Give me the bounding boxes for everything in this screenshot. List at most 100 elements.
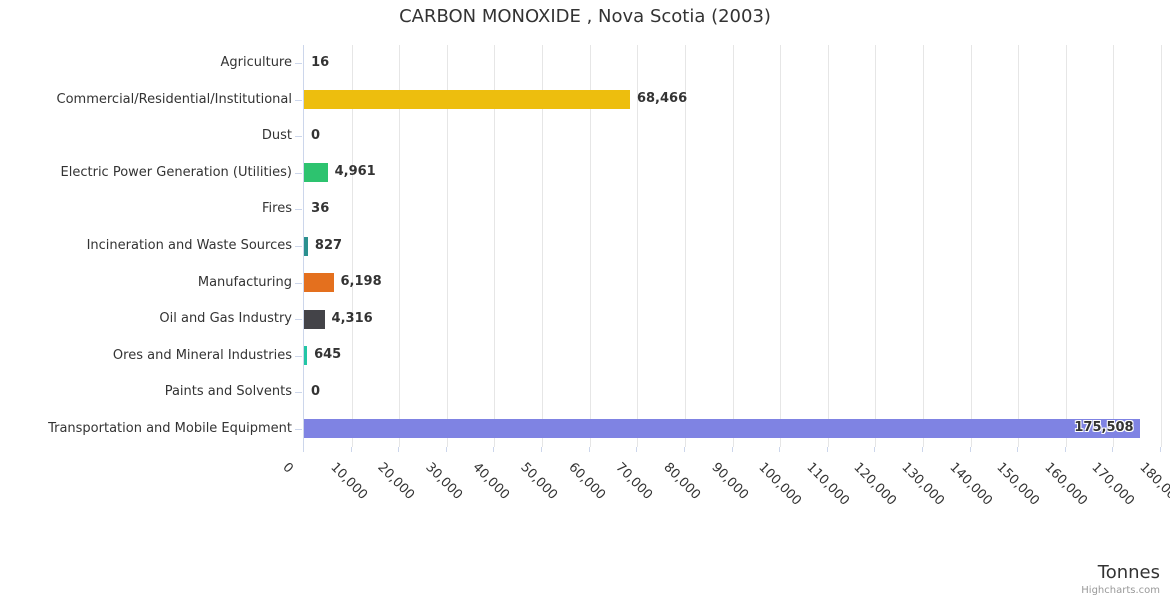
bar-value-label: 4,961 xyxy=(334,164,376,180)
category-label: Electric Power Generation (Utilities) xyxy=(60,164,292,180)
grid-line xyxy=(637,45,639,447)
bar-value-label: 0 xyxy=(311,383,321,399)
category-tick-mark xyxy=(295,209,302,210)
bar-value-label: 16 xyxy=(311,54,330,70)
bar[interactable] xyxy=(304,163,328,183)
x-axis-tick-mark xyxy=(303,447,304,452)
x-axis-tick-label: 130,000 xyxy=(898,460,947,509)
x-axis-tick-label: 70,000 xyxy=(612,460,656,503)
grid-line xyxy=(1113,45,1115,447)
x-axis-tick-label: 140,000 xyxy=(945,460,995,509)
grid-line xyxy=(780,45,782,447)
x-axis-tick-label: 90,000 xyxy=(707,460,751,503)
x-axis-tick-label: 40,000 xyxy=(469,460,513,503)
x-axis-tick-mark xyxy=(874,447,876,452)
grid-line xyxy=(589,45,591,447)
bar-value-label: 0 xyxy=(311,127,321,143)
category-label: Incineration and Waste Sources xyxy=(86,238,292,253)
x-axis-tick-label: 110,000 xyxy=(803,460,852,509)
x-axis-tick-label: 180,000 xyxy=(1136,460,1170,509)
category-tick-mark xyxy=(295,173,302,174)
x-axis-tick-mark xyxy=(588,447,590,452)
x-axis-tick-mark xyxy=(1017,447,1019,452)
bar-value-label: 827 xyxy=(314,237,343,253)
grid-line xyxy=(446,45,448,447)
category-label: Agriculture xyxy=(220,55,293,71)
bar-value-label: 4,316 xyxy=(331,310,373,326)
category-tick-mark xyxy=(295,356,302,357)
x-axis-tick-mark xyxy=(1064,447,1066,452)
grid-line xyxy=(732,45,734,447)
category-tick-mark xyxy=(295,246,302,247)
x-axis-tick-mark xyxy=(683,447,685,452)
category-tick-mark xyxy=(295,283,302,284)
category-label: Oil and Gas Industry xyxy=(159,311,292,327)
category-tick-mark xyxy=(295,63,302,64)
x-axis-tick-mark xyxy=(445,447,447,452)
x-axis-tick-label: 30,000 xyxy=(422,460,466,503)
grid-line xyxy=(875,45,877,447)
highcharts-credit-link[interactable]: Highcharts.com xyxy=(1081,585,1160,596)
grid-line xyxy=(922,45,924,447)
category-label: Transportation and Mobile Equipment xyxy=(48,420,292,436)
x-axis-tick-label: 20,000 xyxy=(374,460,418,503)
x-axis-tick-label: 60,000 xyxy=(565,460,608,503)
category-label: Manufacturing xyxy=(197,274,292,290)
x-axis-unit-label: Tonnes xyxy=(1097,562,1160,583)
bar-value-label: 36 xyxy=(311,200,330,216)
category-tick-mark xyxy=(295,100,302,101)
chart-title: CARBON MONOXIDE , Nova Scotia (2003) xyxy=(399,6,771,27)
bar-value-label: 175,508 xyxy=(1074,420,1134,436)
category-tick-mark xyxy=(295,136,302,137)
x-axis-tick-mark xyxy=(969,447,971,452)
grid-line xyxy=(1161,45,1162,447)
x-axis-tick-mark xyxy=(493,447,495,452)
x-axis-tick-mark xyxy=(398,447,400,452)
bar-value-label: 645 xyxy=(314,347,342,363)
bar-value-label: 68,466 xyxy=(636,91,688,107)
category-label: Dust xyxy=(261,128,292,144)
category-label: Paints and Solvents xyxy=(164,384,292,400)
x-axis-tick-label: 10,000 xyxy=(327,460,370,503)
x-axis-tick-label: 80,000 xyxy=(660,460,704,503)
bar[interactable] xyxy=(304,273,334,293)
grid-line xyxy=(1065,45,1067,447)
bar[interactable] xyxy=(304,419,1140,439)
x-axis-tick-mark xyxy=(779,447,781,452)
x-axis-tick-label: 120,000 xyxy=(850,460,900,509)
plot-area xyxy=(303,45,1162,447)
grid-line xyxy=(351,45,353,447)
bar[interactable] xyxy=(304,309,325,329)
grid-line xyxy=(494,45,496,447)
bar[interactable] xyxy=(304,236,308,256)
x-axis-tick-label: 160,000 xyxy=(1041,460,1090,509)
category-label: Fires xyxy=(262,201,292,217)
bar[interactable] xyxy=(304,346,308,366)
bar-value-label: 6,198 xyxy=(340,274,382,290)
x-axis-tick-mark xyxy=(350,447,352,452)
grid-line xyxy=(827,45,829,447)
grid-line xyxy=(1018,45,1020,447)
x-axis-tick-mark xyxy=(636,447,638,452)
x-axis-tick-mark xyxy=(1112,447,1114,452)
category-label: Ores and Mineral Industries xyxy=(112,347,292,363)
x-axis-tick-label: 0 xyxy=(279,460,296,477)
x-axis-tick-mark xyxy=(826,447,828,452)
grid-line xyxy=(399,45,401,447)
grid-line xyxy=(542,45,544,447)
bar[interactable] xyxy=(304,90,630,110)
x-axis-tick-mark xyxy=(921,447,923,452)
grid-line xyxy=(970,45,972,447)
x-axis-tick-label: 150,000 xyxy=(993,460,1043,509)
grid-line xyxy=(684,45,686,447)
category-tick-mark xyxy=(295,319,302,320)
x-axis-tick-label: 170,000 xyxy=(1088,460,1138,509)
category-tick-mark xyxy=(295,429,302,430)
category-tick-mark xyxy=(295,392,302,393)
category-label: Commercial/Residential/Institutional xyxy=(56,91,293,107)
x-axis-tick-label: 50,000 xyxy=(517,460,561,503)
x-axis-tick-mark xyxy=(541,447,543,452)
x-axis-tick-mark xyxy=(1160,447,1161,452)
x-axis-tick-label: 100,000 xyxy=(755,460,805,509)
